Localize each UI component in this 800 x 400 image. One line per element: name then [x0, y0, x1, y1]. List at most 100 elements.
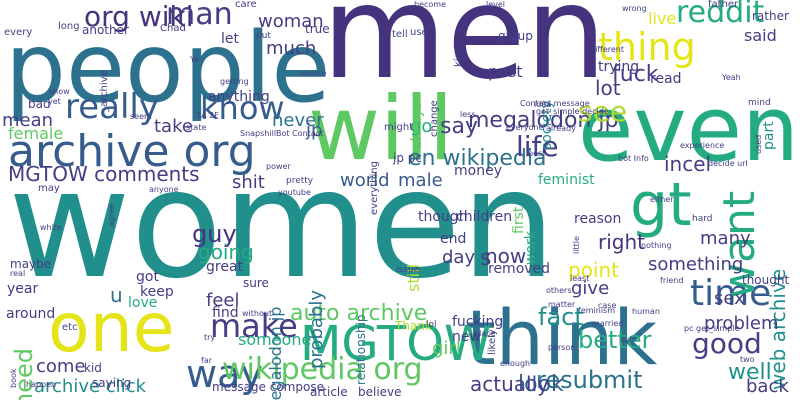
cloud-word: auto archive: [290, 301, 428, 326]
cloud-word: guy: [192, 220, 237, 248]
cloud-word: pc get_simple: [684, 324, 740, 333]
cloud-word: another: [82, 23, 129, 37]
cloud-word: Yeah: [722, 73, 741, 82]
cloud-word: going: [198, 240, 254, 264]
cloud-word: use: [410, 27, 428, 38]
cloud-word: time: [690, 273, 772, 314]
cloud-word: right: [598, 230, 645, 254]
cloud-word: little: [572, 235, 581, 254]
cloud-word: even: [578, 77, 800, 182]
cloud-word: women: [8, 138, 556, 312]
cloud-word: actually: [470, 372, 549, 396]
cloud-word: maybe: [10, 257, 52, 271]
cloud-word: change: [429, 100, 440, 138]
cloud-word: around: [6, 306, 56, 322]
cloud-word: Ye: [190, 55, 199, 64]
cloud-word: state: [186, 123, 207, 132]
cloud-word: show: [49, 87, 70, 96]
cloud-word: lol: [426, 320, 437, 330]
cloud-word: find: [212, 305, 239, 321]
cloud-word: en wikipedia: [408, 146, 547, 171]
cloud-word: keep: [140, 284, 174, 300]
cloud-word: fact: [538, 303, 584, 331]
cloud-word: others: [546, 286, 572, 295]
cloud-word: trying: [598, 59, 640, 75]
cloud-word: fucking: [452, 314, 504, 330]
cloud-word: wikipedia org: [222, 352, 423, 387]
cloud-word: hard: [692, 214, 713, 224]
cloud-word: real: [10, 269, 26, 278]
cloud-word: much: [266, 38, 317, 59]
cloud-word: MGTOW: [300, 316, 492, 372]
cloud-word: life: [516, 130, 559, 163]
cloud-word: become: [414, 0, 447, 9]
cloud-word: now: [485, 244, 527, 268]
cloud-word: idea: [534, 100, 552, 109]
cloud-word: jp: [306, 120, 323, 141]
cloud-word: great: [206, 259, 244, 275]
cloud-word: bot Info: [618, 154, 649, 163]
cloud-word: friend: [660, 276, 684, 285]
cloud-word: something: [648, 254, 744, 275]
cloud-word: tell: [392, 29, 408, 40]
cloud-word: nothing: [641, 241, 672, 250]
cloud-word: mean: [2, 110, 54, 131]
cloud-word: know: [200, 89, 285, 127]
cloud-word: less: [460, 110, 476, 119]
cloud-word: megalodon jp: [468, 108, 619, 133]
cloud-word: feminist: [538, 172, 595, 188]
cloud-word: thought: [742, 273, 790, 287]
cloud-word: feel: [206, 290, 240, 311]
cloud-word: resubmit: [536, 366, 643, 394]
cloud-word: kid: [84, 361, 102, 375]
cloud-word: year: [7, 281, 39, 297]
cloud-word: getting: [220, 77, 249, 86]
cloud-word: anything: [208, 89, 270, 105]
cloud-word: come: [36, 356, 86, 377]
cloud-word: agree: [107, 203, 116, 227]
cloud-word: love: [128, 295, 158, 311]
cloud-word: father: [708, 0, 739, 10]
cloud-word: will: [308, 77, 454, 180]
cloud-word: new: [452, 329, 481, 345]
cloud-word: relationship: [354, 314, 368, 386]
cloud-word: put: [256, 31, 271, 41]
cloud-word: married: [592, 319, 624, 328]
cloud-word: jp pc: [393, 151, 422, 165]
cloud-word: happen: [26, 380, 57, 389]
cloud-word: fuck: [612, 62, 659, 87]
cloud-word: sub: [620, 335, 635, 344]
cloud-word: got: [136, 269, 159, 285]
cloud-word: girl: [432, 338, 461, 359]
cloud-word: good: [692, 327, 762, 360]
cloud-word: already: [546, 124, 576, 133]
cloud-word: get_simple decide: [536, 107, 609, 116]
cloud-word: yet: [48, 97, 61, 106]
cloud-word: first: [511, 207, 527, 235]
cloud-word: rather: [752, 9, 789, 23]
cloud-word: different: [590, 45, 624, 54]
cloud-word: MGTOW comments: [8, 162, 200, 186]
cloud-word: someone: [238, 330, 312, 349]
cloud-word: least: [570, 274, 590, 283]
cloud-word: gt: [630, 170, 692, 240]
cloud-word: SnapshillBot Contact: [240, 129, 324, 138]
cloud-word: believe: [358, 385, 402, 399]
cloud-word: article: [310, 385, 348, 399]
cloud-word: might: [384, 122, 414, 133]
cloud-word: case: [598, 301, 617, 310]
cloud-word: seem: [130, 112, 152, 121]
cloud-word: without: [242, 309, 273, 318]
cloud-word: Contact message: [520, 99, 590, 108]
cloud-word: lot: [595, 76, 621, 100]
cloud-word: man: [166, 0, 233, 32]
cloud-word: place: [474, 329, 496, 338]
cloud-word: 3A 2F: [196, 111, 219, 120]
cloud-word: go: [410, 116, 433, 137]
cloud-word: long: [58, 21, 80, 32]
cloud-word: though: [418, 209, 468, 225]
cloud-word: people: [5, 12, 331, 124]
cloud-word: anyone: [149, 185, 179, 194]
cloud-word: read: [650, 71, 682, 87]
